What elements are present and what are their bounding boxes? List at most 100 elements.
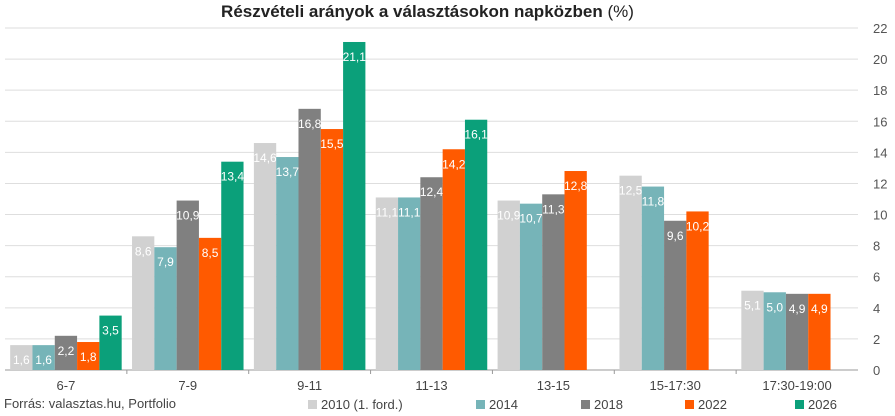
y-tick-label: 0: [873, 363, 880, 378]
legend-swatch: [581, 400, 590, 409]
source-note: Forrás: valasztas.hu, Portfolio: [4, 396, 176, 411]
bar: [808, 293, 831, 370]
y-tick-label: 4: [873, 301, 880, 316]
data-label: 13,4: [221, 170, 245, 184]
data-label: 1,6: [35, 353, 52, 367]
bar: [298, 108, 321, 370]
x-tick-label: 15-17:30: [650, 378, 701, 393]
legend-swatch: [795, 400, 804, 409]
bar: [442, 149, 465, 370]
data-label: 1,8: [80, 350, 97, 364]
legend-label: 2014: [489, 397, 518, 412]
data-label: 12,8: [564, 179, 588, 193]
bar: [564, 171, 587, 370]
legend-label: 2026: [808, 397, 837, 412]
data-label: 12,4: [420, 185, 444, 199]
legend-swatch: [476, 400, 485, 409]
bar: [542, 194, 565, 370]
chart-title-unit: (%): [607, 2, 634, 21]
data-label: 4,9: [789, 302, 806, 316]
bar: [176, 200, 199, 370]
y-tick-label: 10: [873, 208, 887, 223]
bar: [741, 290, 764, 370]
bar: [221, 161, 244, 370]
data-label: 1,6: [13, 353, 30, 367]
y-tick-label: 22: [873, 21, 887, 36]
chart-title: Részvételi arányok a választásokon napkö…: [0, 2, 855, 22]
bar: [198, 237, 222, 370]
data-label: 13,7: [276, 165, 300, 179]
x-tick-label: 6-7: [57, 378, 76, 393]
data-label: 11,1: [376, 205, 399, 219]
data-label: 10,2: [686, 219, 710, 233]
bar: [276, 157, 299, 370]
data-label: 21,1: [343, 50, 367, 64]
bar: [664, 220, 687, 370]
data-label: 2,2: [58, 344, 75, 358]
legend-item: 2010 (1. ford.): [308, 397, 403, 412]
data-label: 11,1: [398, 205, 421, 219]
legend-label: 2018: [594, 397, 623, 412]
legend-item: 2018: [581, 397, 623, 412]
legend-label: 2022: [698, 397, 727, 412]
bar: [343, 41, 366, 371]
bar-chart: 0 2 4 6 8 10 12 14 16 18 20 22 6-7 1,6 1,6 2,2 1,8 3,5 7-9…: [5, 21, 887, 393]
data-label: 4,9: [811, 302, 828, 316]
y-tick-label: 16: [873, 114, 887, 129]
data-label: 16,8: [298, 117, 322, 131]
bar: [464, 119, 488, 370]
bar: [99, 315, 122, 370]
bar: [10, 345, 33, 370]
bar: [497, 200, 520, 370]
x-tick-label: 17:30-19:00: [762, 378, 831, 393]
bar: [686, 211, 709, 370]
x-tick-label: 11-13: [415, 378, 447, 393]
data-label: 12,5: [619, 184, 643, 198]
bar: [785, 293, 809, 370]
y-tick-label: 8: [873, 239, 880, 254]
bar: [398, 197, 421, 370]
bar: [77, 342, 100, 370]
legend-swatch: [685, 400, 694, 409]
data-label: 9,6: [667, 229, 684, 243]
data-label: 5,1: [744, 299, 761, 313]
data-label: 10,7: [519, 212, 543, 226]
legend-item: 2026: [795, 397, 837, 412]
data-label: 16,1: [464, 128, 488, 142]
x-tick-label: 9-11: [297, 378, 322, 393]
data-label: 15,5: [320, 137, 344, 151]
bar: [132, 236, 155, 370]
data-label: 3,5: [102, 324, 119, 338]
bar: [519, 203, 543, 370]
data-label: 14,2: [442, 157, 466, 171]
bar: [641, 186, 665, 370]
y-tick-label: 14: [873, 145, 887, 160]
bar: [320, 129, 344, 370]
bar: [54, 335, 78, 370]
data-label: 11,3: [542, 202, 565, 216]
legend-label: 2010 (1. ford.): [321, 397, 403, 412]
x-tick-label: 7-9: [178, 378, 197, 393]
data-label: 8,5: [202, 246, 219, 260]
y-tick-label: 12: [873, 176, 887, 191]
bar: [253, 143, 277, 370]
bar: [420, 177, 443, 370]
chart-title-main: Részvételi arányok a választásokon napkö…: [221, 2, 603, 21]
data-label: 14,6: [253, 151, 277, 165]
legend-item: 2014: [476, 397, 518, 412]
y-tick-label: 18: [873, 83, 887, 98]
legend-swatch: [308, 400, 317, 409]
data-label: 8,6: [135, 244, 152, 258]
y-tick-label: 20: [873, 52, 887, 67]
bar: [375, 197, 399, 370]
bar: [154, 247, 177, 370]
x-tick-label: 13-15: [537, 378, 570, 393]
data-label: 7,9: [157, 255, 174, 269]
legend-item: 2022: [685, 397, 727, 412]
bar: [619, 175, 642, 370]
data-label: 10,9: [497, 209, 521, 223]
y-tick-label: 6: [873, 270, 880, 285]
y-tick-label: 2: [873, 332, 880, 347]
data-label: 5,0: [766, 300, 783, 314]
data-label: 11,8: [642, 195, 665, 209]
